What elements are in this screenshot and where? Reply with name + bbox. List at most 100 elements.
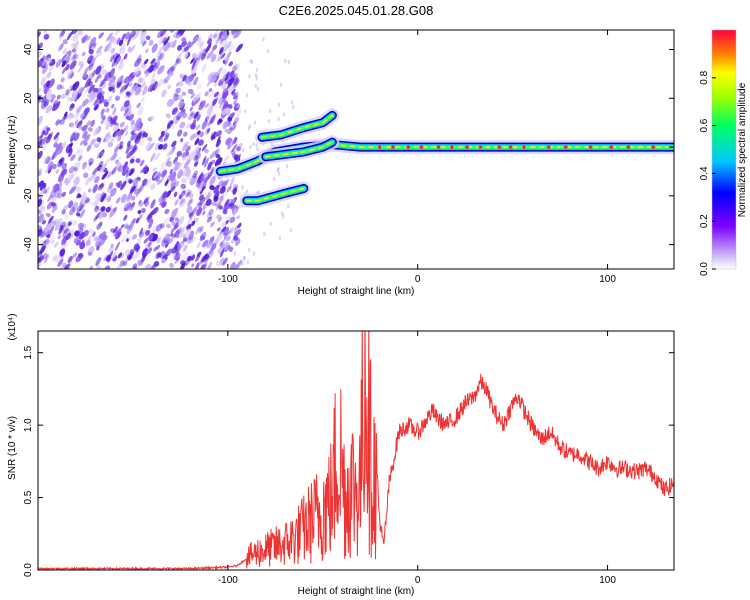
noise-speck: [105, 134, 111, 142]
noise-speck: [140, 63, 147, 69]
noise-speck: [57, 234, 62, 240]
noise-speck: [235, 237, 241, 246]
noise-speck: [190, 123, 196, 130]
noise-speck: [101, 170, 109, 180]
noise-speck: [208, 208, 214, 216]
snr-line: [38, 331, 674, 570]
noise-speck: [236, 146, 241, 152]
noise-speck: [93, 105, 99, 111]
noise-speck: [206, 50, 214, 60]
noise-speck: [152, 63, 158, 71]
noise-speck: [195, 124, 201, 131]
noise-speck: [100, 114, 107, 120]
noise-speck: [224, 216, 229, 222]
noise-speck: [118, 130, 124, 137]
noise-speck: [221, 221, 227, 228]
ridge-layer: [213, 108, 674, 208]
noise-speck: [163, 231, 168, 241]
noise-speck: [233, 119, 238, 130]
noise-speck: [192, 173, 197, 179]
noise-speck: [195, 253, 201, 262]
x-tick-label: 0: [415, 575, 421, 586]
noise-speck: [73, 167, 78, 172]
noise-speck: [59, 120, 64, 127]
noise-speck: [42, 144, 47, 151]
noise-speck: [126, 35, 132, 46]
noise-speck: [209, 150, 218, 160]
noise-speck: [88, 65, 94, 72]
noise-speck: [106, 135, 113, 144]
noise-speck: [115, 231, 122, 240]
noise-speck: [153, 62, 157, 68]
noise-speck: [49, 234, 56, 244]
noise-speck: [119, 84, 127, 93]
noise-speck: [206, 128, 211, 133]
noise-speck: [185, 151, 190, 157]
noise-speck: [210, 236, 215, 244]
noise-speck: [175, 245, 181, 255]
noise-speck: [45, 133, 52, 144]
noise-speck: [149, 115, 155, 122]
colorbar-label: Normalized spectral amplitude: [737, 82, 748, 217]
noise-speck: [232, 208, 238, 217]
noise-speck: [81, 239, 85, 246]
noise-speck: [185, 169, 191, 178]
noise-speck: [174, 166, 179, 171]
noise-speck: [227, 103, 233, 110]
noise-speck: [39, 206, 46, 212]
noise-speck: [213, 91, 219, 98]
noise-speck: [38, 115, 43, 126]
noise-speck: [177, 100, 185, 109]
noise-speck: [232, 31, 238, 40]
noise-speck: [151, 83, 155, 88]
noise-speck: [111, 138, 115, 142]
noise-speck: [106, 114, 112, 122]
noise-speck: [95, 256, 102, 267]
noise-speck: [120, 57, 125, 64]
noise-speck: [211, 235, 215, 242]
noise-speck: [128, 179, 133, 184]
noise-speck: [92, 69, 96, 77]
noise-speck: [201, 144, 208, 152]
noise-speck: [68, 150, 73, 158]
noise-speck: [44, 238, 50, 244]
noise-speck: [219, 186, 226, 194]
noise-speck: [141, 81, 147, 88]
noise-speck: [158, 144, 164, 150]
noise-speck: [97, 87, 103, 94]
noise-speck: [100, 108, 105, 116]
noise-speck: [256, 147, 259, 152]
noise-speck: [205, 42, 212, 53]
noise-speck: [174, 198, 179, 207]
noise-speck: [284, 58, 287, 64]
noise-speck: [59, 30, 66, 38]
noise-speck: [89, 228, 94, 234]
noise-speck: [225, 230, 230, 236]
noise-speck: [219, 241, 223, 247]
noise-speck: [186, 219, 191, 226]
noise-speck: [166, 223, 171, 229]
noise-speck: [95, 265, 101, 269]
spectrogram-y-axis: -40 -20 0 20 40: [23, 44, 674, 252]
noise-speck: [110, 117, 117, 127]
noise-speck: [76, 120, 83, 129]
noise-speck: [269, 221, 272, 226]
noise-speck: [224, 128, 229, 133]
noise-speck: [221, 74, 227, 82]
noise-speck: [60, 93, 66, 100]
noise-speck: [196, 83, 202, 90]
noise-speck: [212, 44, 218, 51]
noise-speck: [93, 87, 99, 93]
noise-speck: [175, 87, 181, 94]
noise-speck: [161, 89, 167, 97]
noise-speck: [43, 30, 48, 35]
noise-speck: [58, 158, 63, 163]
ridge-peak: [564, 145, 568, 149]
ridge-peak: [508, 145, 513, 149]
noise-speck: [136, 102, 142, 109]
noise-speck: [59, 243, 65, 250]
noise-speck: [143, 237, 149, 244]
noise-speck: [124, 224, 131, 230]
noise-speck: [50, 201, 56, 207]
noise-speck: [282, 214, 285, 219]
